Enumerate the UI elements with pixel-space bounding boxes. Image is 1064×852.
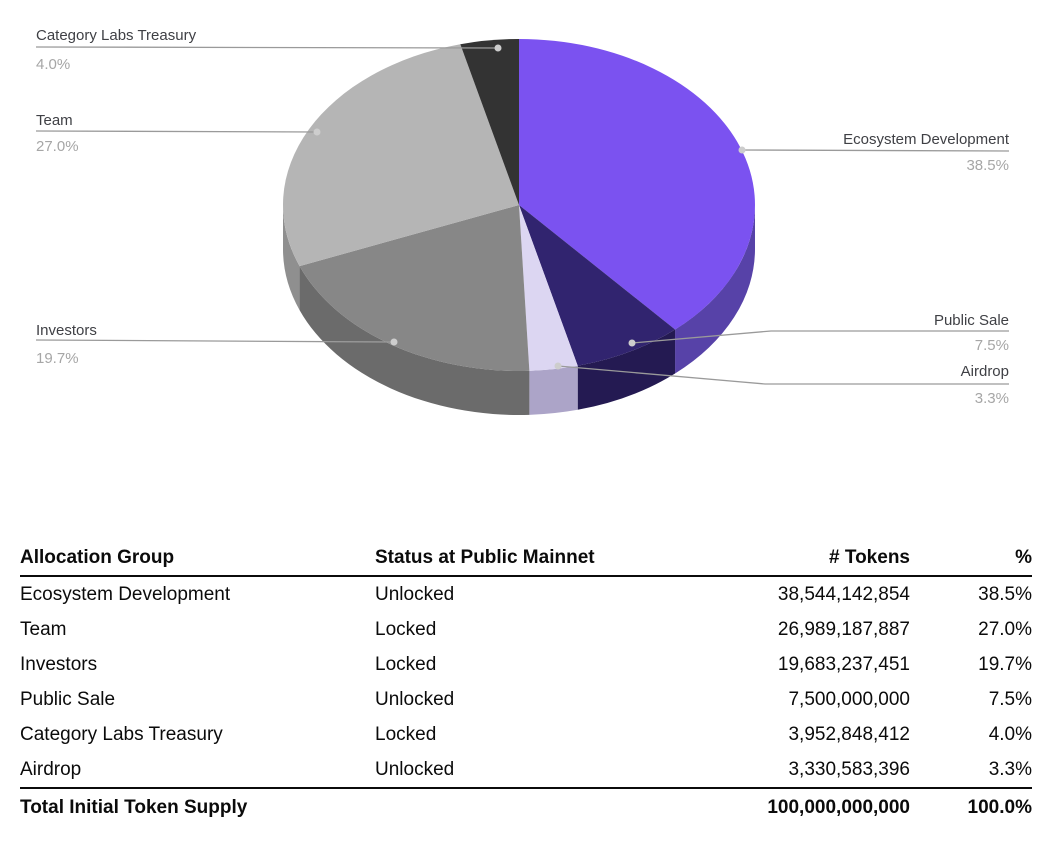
- pie-slice-5: [460, 39, 519, 205]
- allocation-table: Allocation Group Status at Public Mainne…: [20, 541, 1032, 827]
- cell-tokens: 3,330,583,396: [788, 758, 910, 780]
- callout-dot-investors: [390, 338, 398, 346]
- pie-slice-4: [282, 44, 519, 267]
- table-header-row: Allocation Group Status at Public Mainne…: [20, 541, 1032, 577]
- pie-slice-2: [519, 205, 578, 371]
- slice-pct-category-labs-treasury: 4.0%: [36, 56, 71, 73]
- callout-dot-airdrop: [554, 362, 562, 370]
- pie-slice-1: [519, 205, 676, 366]
- cell-tokens: 3,952,848,412: [788, 723, 910, 745]
- slice-label-public-sale: Public Sale: [933, 312, 1009, 329]
- pie-chart-svg: [35, 39, 1010, 415]
- cell-group: Team: [20, 618, 67, 640]
- cell-group: Investors: [20, 653, 98, 675]
- cell-status: Locked: [375, 653, 437, 675]
- table-row: Category Labs Treasury Locked 3,952,848,…: [20, 717, 1032, 752]
- cell-status: Unlocked: [375, 758, 455, 780]
- col-header-tokens: # Tokens: [655, 541, 910, 577]
- pie-slice-0: [519, 39, 755, 330]
- cell-pct: 27.0%: [978, 618, 1032, 640]
- slice-pct-public-sale: 7.5%: [974, 337, 1009, 354]
- callout-line-team: [35, 130, 318, 133]
- callout-lines: [35, 44, 1010, 385]
- slice-label-airdrop: Airdrop: [960, 363, 1009, 380]
- col-header-pct: %: [910, 541, 1032, 577]
- slice-pct-team: 27.0%: [36, 138, 79, 155]
- callout-dot-team: [313, 128, 321, 136]
- pie-slice-side-3: [299, 266, 530, 415]
- table-row: Investors Locked 19,683,237,451 19.7%: [20, 647, 1032, 682]
- callout-line-public-sale: [631, 330, 1009, 344]
- token-allocation-pie-chart: Category Labs Treasury 4.0% Team 27.0% I…: [35, 27, 1010, 415]
- cell-tokens: 38,544,142,854: [777, 583, 910, 605]
- pie-slice-side-2: [529, 365, 578, 415]
- cell-group: Ecosystem Development: [20, 583, 231, 605]
- callout-dots: [313, 44, 746, 370]
- cell-group: Public Sale: [20, 688, 116, 710]
- table-row: Team Locked 26,989,187,887 27.0%: [20, 612, 1032, 647]
- callout-dot-ecosystem-development: [738, 146, 746, 154]
- slice-pct-investors: 19.7%: [36, 350, 79, 367]
- callout-dot-public-sale: [628, 339, 636, 347]
- cell-pct: 38.5%: [978, 583, 1032, 605]
- slice-label-team: Team: [36, 112, 73, 129]
- pie-slice-3: [299, 205, 530, 371]
- cell-pct: 4.0%: [988, 723, 1032, 745]
- slice-label-ecosystem-development: Ecosystem Development: [843, 131, 1009, 148]
- table-row: Airdrop Unlocked 3,330,583,396 3.3%: [20, 752, 1032, 788]
- pie-slice-side-1: [577, 329, 676, 410]
- cell-pct: 7.5%: [988, 688, 1032, 710]
- cell-tokens: 7,500,000,000: [788, 688, 910, 710]
- table-total-row: Total Initial Token Supply 100,000,000,0…: [20, 787, 1032, 827]
- callout-line-investors: [35, 339, 395, 343]
- slice-pct-airdrop: 3.3%: [974, 390, 1009, 407]
- table-row: Ecosystem Development Unlocked 38,544,14…: [20, 576, 1032, 612]
- cell-group: Category Labs Treasury: [20, 723, 223, 745]
- callout-line-ecosystem-development: [741, 149, 1010, 152]
- cell-pct: 3.3%: [988, 758, 1032, 780]
- callout-line-category-labs-treasury: [35, 46, 499, 49]
- cell-group: Airdrop: [20, 758, 82, 780]
- total-pct: 100.0%: [910, 787, 1032, 827]
- col-header-status: Status at Public Mainnet: [375, 541, 655, 577]
- pie-slice-side-0: [675, 205, 755, 374]
- total-label: Total Initial Token Supply: [20, 787, 655, 827]
- cell-tokens: 19,683,237,451: [777, 653, 910, 675]
- cell-status: Locked: [375, 723, 437, 745]
- cell-tokens: 26,989,187,887: [777, 618, 910, 640]
- cell-pct: 19.7%: [978, 653, 1032, 675]
- cell-status: Unlocked: [375, 583, 455, 605]
- slice-label-category-labs-treasury: Category Labs Treasury: [36, 27, 197, 44]
- cell-status: Unlocked: [375, 688, 455, 710]
- total-tokens: 100,000,000,000: [655, 787, 910, 827]
- cell-status: Locked: [375, 618, 437, 640]
- callout-line-airdrop: [557, 365, 1009, 385]
- table-row: Public Sale Unlocked 7,500,000,000 7.5%: [20, 682, 1032, 717]
- slice-pct-ecosystem-development: 38.5%: [966, 157, 1009, 174]
- callout-dot-category-labs-treasury: [494, 44, 502, 52]
- col-header-allocation-group: Allocation Group: [20, 541, 375, 577]
- slice-label-investors: Investors: [36, 322, 97, 339]
- pie-slices: [282, 39, 755, 415]
- pie-slice-side-4: [283, 205, 300, 311]
